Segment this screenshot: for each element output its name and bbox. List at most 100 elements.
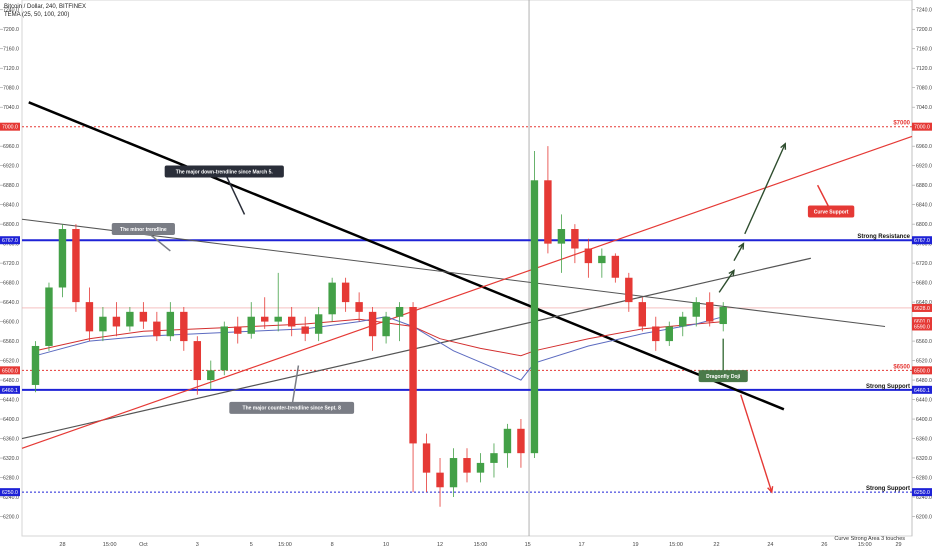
candle-body <box>719 306 727 325</box>
left-tick-label: 6840.0 <box>3 203 19 209</box>
candle <box>557 214 566 273</box>
candle <box>72 224 80 312</box>
projection-arrow <box>740 394 773 493</box>
x-tick-label: 26 <box>821 542 827 548</box>
y-tick-label: 6560.0 <box>916 339 932 345</box>
current-price-badge-text: 6601.0 <box>914 319 930 325</box>
x-tick-label: 17 <box>579 542 585 548</box>
candle <box>341 277 350 312</box>
candle-body <box>207 370 215 381</box>
candle-body <box>449 458 458 488</box>
candle <box>679 311 687 337</box>
indicator-label: TEMA (25, 50, 100, 200) <box>4 12 70 18</box>
candle <box>395 302 404 342</box>
candle <box>422 433 431 493</box>
candle-body <box>220 326 228 371</box>
candle <box>490 443 498 478</box>
axis-price-badge-text: 6767.0 <box>914 238 930 244</box>
left-tick-label: 6600.0 <box>3 320 19 326</box>
left-tick-label: 6400.0 <box>3 417 19 423</box>
candle <box>166 302 175 342</box>
candle-body <box>530 180 539 454</box>
chart-legend: Bitcoin / Dollar, 240, BITFINEX TEMA (25… <box>4 3 86 19</box>
candle-body <box>45 287 53 346</box>
candle <box>584 238 593 278</box>
callout-text: Curve Support <box>814 209 849 215</box>
y-tick-label: 7120.0 <box>916 66 932 72</box>
y-tick-label: 6320.0 <box>916 456 932 462</box>
left-tick-label: 7200.0 <box>3 27 19 33</box>
left-tick-label: 6280.0 <box>3 476 19 482</box>
candle-body <box>72 229 80 303</box>
left-price-badge-text: 6767.0 <box>2 238 18 244</box>
current-price-badge <box>912 322 932 331</box>
candle-body <box>625 277 633 303</box>
candle <box>382 311 390 344</box>
x-tick-label: 12 <box>437 542 443 548</box>
left-tick-label: 7160.0 <box>3 47 19 53</box>
candle-body <box>166 311 175 337</box>
candle <box>180 306 188 351</box>
x-tick-label: 15:00 <box>474 542 488 548</box>
plot-area <box>21 0 913 537</box>
axis-price-badge <box>912 488 932 497</box>
y-tick-label: 6760.0 <box>916 242 932 248</box>
candle-body <box>692 302 700 317</box>
left-tick-label: 7040.0 <box>3 105 19 111</box>
y-tick-label: 6800.0 <box>916 222 932 228</box>
y-tick-label: 6960.0 <box>916 144 932 150</box>
candle-body <box>382 316 390 337</box>
axis-price-badge <box>912 122 932 131</box>
candle-body <box>368 311 377 337</box>
candle <box>436 458 444 507</box>
candle-body <box>341 282 350 303</box>
x-tick-label: 8 <box>331 542 334 548</box>
left-tick-label: 7120.0 <box>3 66 19 72</box>
callout-box <box>698 370 748 383</box>
axis-price-badge-text: 6500.0 <box>914 368 930 374</box>
candle-body <box>314 314 323 334</box>
candle-body <box>274 316 282 322</box>
current-price-badge-text: 6628.0 <box>914 306 930 312</box>
callout-text: Dragonfly Doji <box>706 374 741 380</box>
candle-body <box>139 311 148 322</box>
level-line-label: $7000 <box>893 121 910 127</box>
projection-arrow <box>744 143 786 235</box>
candle-body <box>31 345 40 385</box>
axis-price-badge-text: 6250.0 <box>914 490 930 496</box>
candle <box>476 453 485 483</box>
candle <box>355 292 363 322</box>
candle-body <box>436 472 444 488</box>
left-tick-label: 6920.0 <box>3 164 19 170</box>
left-tick-label: 7240.0 <box>3 8 19 14</box>
y-tick-label: 6720.0 <box>916 261 932 267</box>
projection-arrow-head <box>780 142 787 150</box>
y-tick-label: 6840.0 <box>916 203 932 209</box>
level-line-label: Strong Support <box>866 486 910 492</box>
candle-body <box>247 316 255 334</box>
candle-body <box>503 428 512 454</box>
candle-body <box>328 282 336 315</box>
candle-body <box>355 302 363 312</box>
level-line-label: Strong Support <box>866 384 910 390</box>
candle <box>611 253 620 283</box>
candle-body <box>517 428 525 454</box>
projection-arrow-head <box>767 486 774 494</box>
left-price-badge <box>0 488 20 497</box>
callout-box <box>111 223 175 236</box>
projection-arrow <box>733 243 745 262</box>
left-price-badge-text: 7000.0 <box>2 125 18 131</box>
y-tick-label: 6200.0 <box>916 515 932 521</box>
candle <box>301 316 309 342</box>
candle <box>85 287 94 342</box>
candle <box>220 321 228 376</box>
candle-body <box>85 302 94 332</box>
candle-body <box>153 321 161 337</box>
y-tick-label: 6480.0 <box>916 378 932 384</box>
y-tick-label: 7160.0 <box>916 47 932 53</box>
left-price-badge <box>0 122 20 131</box>
candle-body <box>665 326 673 342</box>
left-tick-label: 6240.0 <box>3 495 19 501</box>
